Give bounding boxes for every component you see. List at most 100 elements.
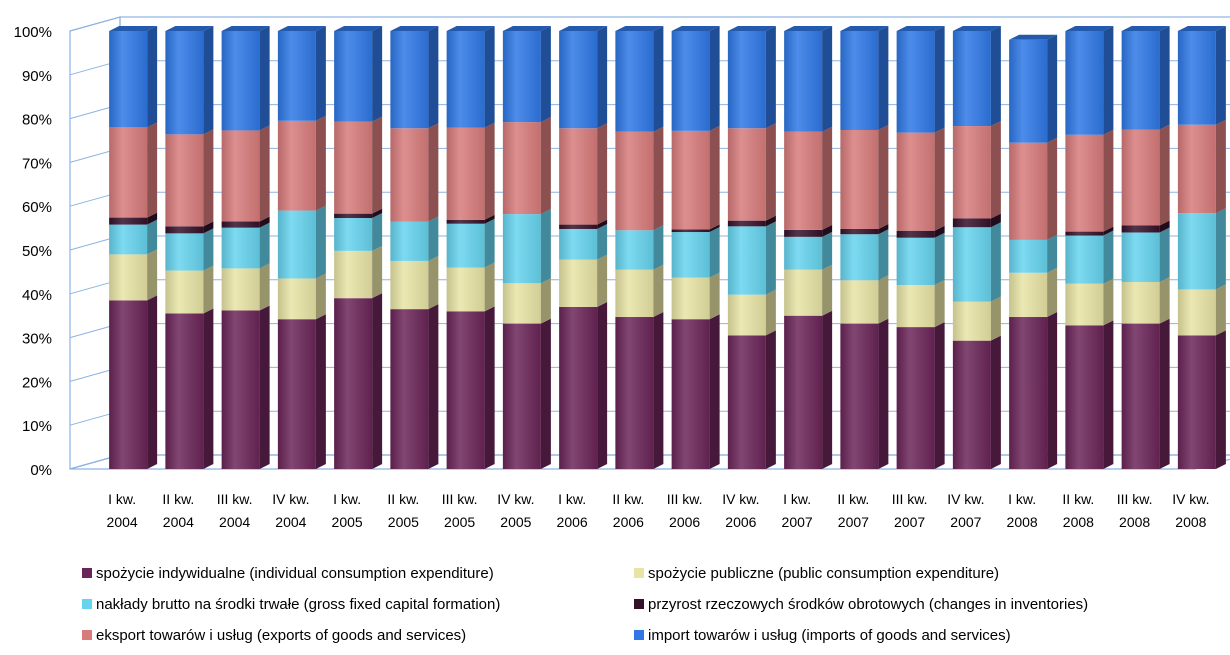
bar-top bbox=[727, 26, 776, 31]
bar-stack bbox=[446, 26, 495, 469]
legend-swatch bbox=[82, 599, 92, 609]
bar-segment bbox=[784, 224, 833, 237]
bar-segment bbox=[334, 208, 383, 219]
bar-side bbox=[653, 264, 664, 318]
bar-side bbox=[147, 26, 158, 128]
bar-side bbox=[203, 308, 214, 469]
x-tick-label-quarter: III kw. bbox=[892, 491, 928, 507]
bar-side bbox=[315, 205, 326, 279]
bar-side bbox=[822, 310, 833, 469]
x-tick-label-year: 2005 bbox=[388, 514, 419, 530]
bar-side bbox=[540, 209, 551, 284]
bar-front bbox=[671, 229, 710, 233]
bar-top bbox=[221, 26, 270, 31]
bar-side bbox=[878, 223, 889, 235]
bar-segment bbox=[1065, 129, 1114, 232]
bar-front bbox=[390, 128, 429, 222]
bar-front bbox=[446, 267, 485, 312]
bar-front bbox=[952, 227, 991, 302]
legend-label: import towarów i usług (imports of goods… bbox=[648, 627, 1011, 644]
bar-front bbox=[109, 224, 148, 255]
bar-segment bbox=[784, 310, 833, 469]
bar-segment bbox=[727, 289, 776, 336]
bar-front bbox=[502, 323, 541, 469]
x-tick-label: IV kw. 2005 bbox=[497, 491, 534, 530]
y-tick-label: 40% bbox=[22, 287, 52, 304]
bar-front bbox=[615, 31, 654, 132]
bar-front bbox=[109, 127, 148, 218]
x-tick-label: I kw. 2007 bbox=[782, 491, 813, 530]
bar-segment bbox=[896, 322, 945, 469]
bar-front bbox=[784, 229, 823, 237]
bar-side bbox=[1103, 129, 1114, 232]
x-tick-label: II kw. 2005 bbox=[387, 491, 419, 530]
bar-segment bbox=[165, 308, 214, 469]
bar-stack bbox=[840, 26, 889, 469]
bar-segment bbox=[559, 223, 608, 260]
bar-segment bbox=[165, 129, 214, 227]
x-tick-label-year: 2004 bbox=[275, 514, 306, 530]
bar-segment bbox=[615, 312, 664, 469]
bar-segment bbox=[502, 278, 551, 324]
bar-side bbox=[1159, 220, 1170, 233]
bar-side bbox=[1103, 230, 1114, 284]
x-tick-label-quarter: III kw. bbox=[667, 491, 703, 507]
x-tick-label-quarter: I kw. bbox=[1008, 491, 1036, 507]
bar-front bbox=[1009, 142, 1048, 240]
bar-side bbox=[653, 26, 664, 132]
bar-front bbox=[1065, 134, 1104, 232]
bar-segment bbox=[221, 305, 270, 469]
bar-segment bbox=[334, 26, 383, 122]
x-tick-label-year: 2006 bbox=[669, 514, 700, 530]
bar-front bbox=[559, 128, 598, 225]
bar-side bbox=[540, 117, 551, 215]
bar-side bbox=[1103, 26, 1114, 135]
bars bbox=[109, 26, 1226, 469]
bar-front bbox=[615, 317, 654, 469]
bar-front bbox=[952, 218, 991, 228]
bar-top bbox=[334, 26, 383, 31]
bar-front bbox=[559, 259, 598, 307]
bar-segment bbox=[165, 265, 214, 314]
x-tick-label: IV kw. 2004 bbox=[272, 491, 309, 530]
bar-side bbox=[1215, 26, 1226, 125]
bar-front bbox=[896, 31, 935, 133]
bar-front bbox=[1009, 39, 1048, 143]
bar-top bbox=[446, 26, 495, 31]
bar-side bbox=[878, 318, 889, 469]
bar-side bbox=[259, 216, 270, 228]
bar-front bbox=[1121, 232, 1160, 282]
x-tick-label-year: 2007 bbox=[950, 514, 981, 530]
bar-segment bbox=[446, 122, 495, 220]
bar-stack bbox=[1009, 34, 1058, 469]
legend-swatch bbox=[82, 568, 92, 578]
bar-front bbox=[109, 300, 148, 469]
bar-front bbox=[840, 234, 879, 281]
x-tick-label-quarter: I kw. bbox=[783, 491, 811, 507]
bar-front bbox=[671, 130, 710, 230]
bar-front bbox=[784, 315, 823, 469]
bar-segment bbox=[1065, 26, 1114, 135]
bar-front bbox=[221, 221, 260, 228]
bar-front bbox=[1121, 129, 1160, 226]
x-tick-label-quarter: IV kw. bbox=[947, 491, 984, 507]
x-tick-label-year: 2004 bbox=[219, 514, 250, 530]
bar-stack bbox=[671, 26, 720, 469]
bar-front bbox=[165, 233, 204, 271]
x-tick-label-year: 2005 bbox=[444, 514, 475, 530]
bar-segment bbox=[896, 225, 945, 238]
bar-stack bbox=[334, 26, 383, 469]
bar-segment bbox=[896, 127, 945, 231]
legend-swatch bbox=[82, 630, 92, 640]
bar-side bbox=[315, 26, 326, 121]
bar-segment bbox=[502, 318, 551, 469]
x-tick-label-quarter: III kw. bbox=[217, 491, 253, 507]
x-tick-label-year: 2006 bbox=[557, 514, 588, 530]
bar-segment bbox=[896, 280, 945, 328]
bar-top bbox=[896, 26, 945, 31]
bar-segment bbox=[615, 225, 664, 270]
y-tick-label: 50% bbox=[22, 243, 52, 260]
bar-side bbox=[934, 26, 945, 133]
y-tick-label: 20% bbox=[22, 374, 52, 391]
x-tick-label-year: 2007 bbox=[894, 514, 925, 530]
